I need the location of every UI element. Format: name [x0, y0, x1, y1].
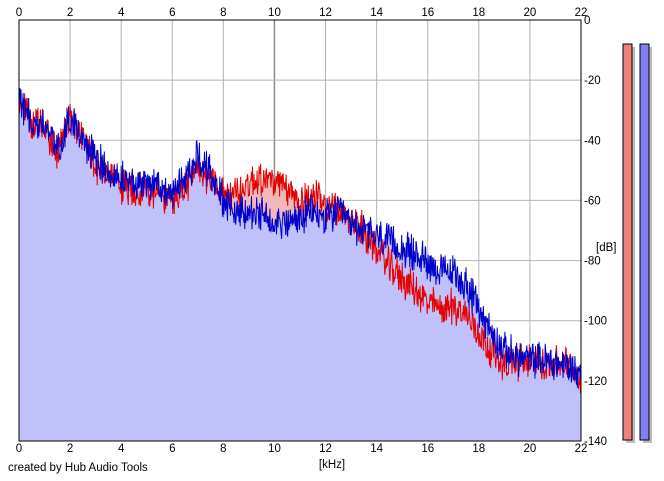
- x-tick-label-bottom: 6: [169, 443, 175, 455]
- x-tick-label-top: 18: [472, 7, 485, 19]
- x-tick-label-top: 6: [169, 7, 175, 19]
- y-tick-label: -80: [584, 256, 601, 268]
- y-tick-label: 0: [584, 15, 590, 27]
- level-meter-left-bar: [622, 43, 633, 441]
- y-axis-label: [dB]: [596, 242, 616, 254]
- x-tick-label-bottom: 12: [319, 443, 332, 455]
- x-tick-label-top: 14: [370, 7, 383, 19]
- x-axis-label: [kHz]: [319, 459, 345, 471]
- level-meter-right: [639, 43, 652, 443]
- spectrum-fills: [19, 88, 581, 442]
- y-tick-label: -120: [584, 376, 607, 388]
- x-tick-label-top: 22: [575, 7, 588, 19]
- y-tick-label: -140: [584, 436, 607, 448]
- level-meter-right-bar: [639, 43, 650, 441]
- x-tick-label-top: 12: [319, 7, 332, 19]
- x-tick-label-bottom: 22: [575, 443, 588, 455]
- x-tick-label-top: 20: [524, 7, 537, 19]
- x-tick-label-bottom: 10: [268, 443, 281, 455]
- x-tick-label-bottom: 2: [67, 443, 73, 455]
- spectrum-line-right: [18, 88, 582, 388]
- x-tick-label-bottom: 14: [370, 443, 383, 455]
- credit-text: created by Hub Audio Tools: [8, 462, 148, 474]
- x-tick-label-top: 8: [220, 7, 226, 19]
- x-tick-label-bottom: 16: [421, 443, 434, 455]
- x-tick-label-top: 16: [421, 7, 434, 19]
- x-tick-label-top: 10: [268, 7, 281, 19]
- y-tick-label: -60: [584, 195, 601, 207]
- x-tick-label-bottom: 4: [118, 443, 125, 455]
- y-tick-label: -100: [584, 316, 607, 328]
- plot-frame: [18, 19, 582, 442]
- x-tick-label-bottom: 0: [16, 443, 22, 455]
- y-tick-labels: 0 -20 -40 -60 -80 -100 -120 -140: [584, 15, 607, 448]
- y-tick-label: -20: [584, 75, 601, 87]
- x-tick-label-top: 0: [16, 7, 22, 19]
- x-tick-label-bottom: 18: [472, 443, 485, 455]
- x-tick-label-bottom: 20: [524, 443, 537, 455]
- x-tick-label-bottom: 8: [220, 443, 226, 455]
- x-tick-label-top: 2: [67, 7, 73, 19]
- spectrum-fill-right: [19, 88, 581, 441]
- spectrum-lines: [18, 88, 582, 394]
- level-meter-left: [622, 43, 635, 443]
- x-tick-label-top: 4: [118, 7, 125, 19]
- y-tick-label: -40: [584, 135, 601, 147]
